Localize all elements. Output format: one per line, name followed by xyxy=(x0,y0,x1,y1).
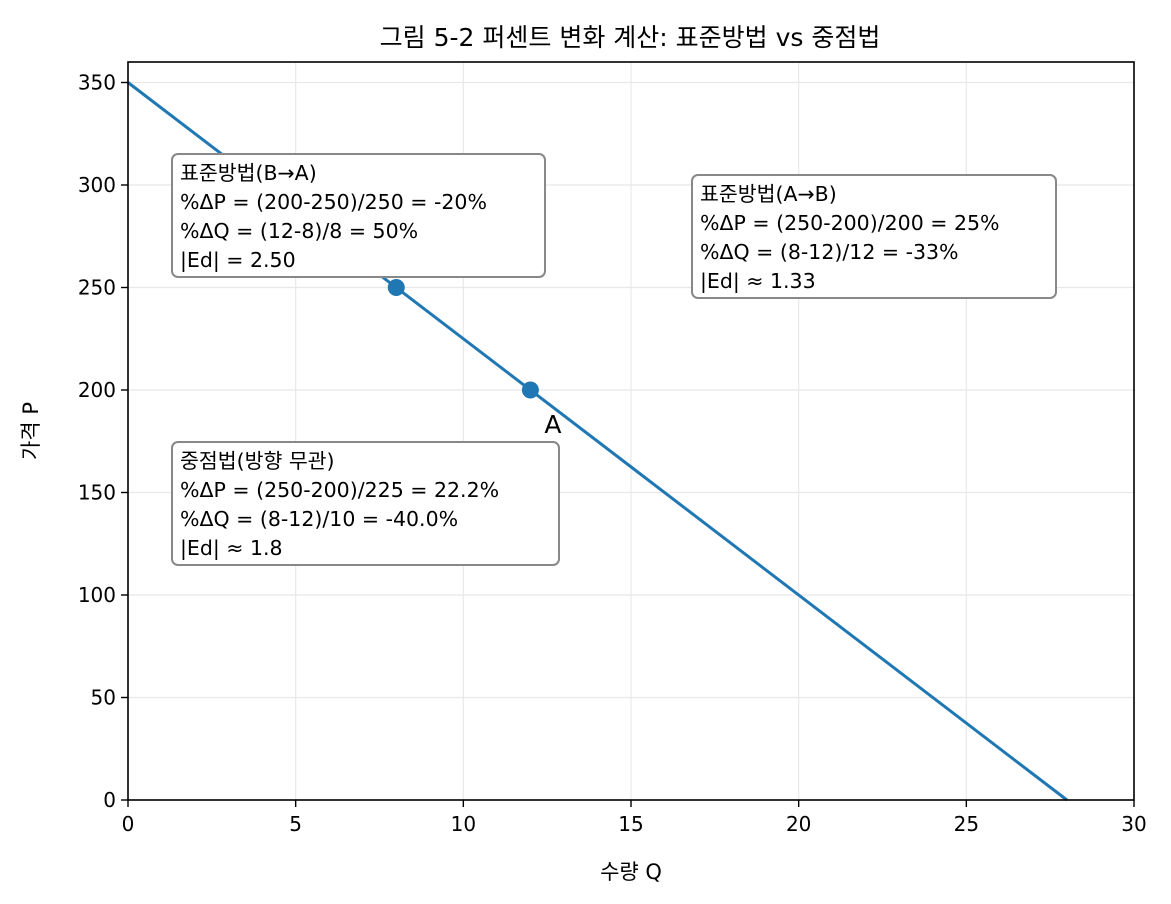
annotation-line: %ΔQ = (12-8)/8 = 50% xyxy=(180,219,418,243)
y-tick-label: 200 xyxy=(78,378,116,402)
annotation-frame xyxy=(171,153,546,278)
x-tick-label: 20 xyxy=(786,812,811,836)
x-axis-label: 수량 Q xyxy=(600,860,662,884)
annotation-line: %ΔQ = (8-12)/10 = -40.0% xyxy=(180,507,458,531)
x-tick-label: 25 xyxy=(954,812,979,836)
annotation-box-standard-b-to-a: 표준방법(B→A) %ΔP = (200-250)/250 = -20% %ΔQ… xyxy=(171,153,546,278)
x-tick-label: 5 xyxy=(289,812,302,836)
annotation-line: |Ed| ≈ 1.33 xyxy=(700,269,816,294)
y-tick-label: 0 xyxy=(103,788,116,812)
y-axis-label: 가격 P xyxy=(19,402,43,460)
y-tick-label: 50 xyxy=(91,686,116,710)
annotation-frame xyxy=(691,174,1057,299)
annotation-box-standard-a-to-b: 표준방법(A→B) %ΔP = (250-200)/200 = 25% %ΔQ … xyxy=(691,174,1057,299)
point-b xyxy=(387,279,405,296)
chart-title: 그림 5-2 퍼센트 변화 계산: 표준방법 vs 중점법 xyxy=(380,23,881,52)
annotation-line: |Ed| = 2.50 xyxy=(180,248,296,273)
annotation-line: 표준방법(A→B) xyxy=(700,182,837,206)
annotation-line: 중점법(방향 무관) xyxy=(180,449,335,473)
point-a xyxy=(521,381,539,399)
annotation-line: %ΔP = (200-250)/250 = -20% xyxy=(180,190,487,214)
annotation-line: %ΔP = (250-200)/225 = 22.2% xyxy=(180,478,499,502)
annotation-line: %ΔP = (250-200)/200 = 25% xyxy=(700,211,1000,235)
y-tick-label: 350 xyxy=(78,71,116,95)
annotation-line: 표준방법(B→A) xyxy=(180,161,317,185)
y-tick-label: 300 xyxy=(78,173,116,197)
x-tick-label: 10 xyxy=(451,812,476,836)
point-label-a: A xyxy=(544,410,561,439)
annotation-line: |Ed| ≈ 1.8 xyxy=(180,536,283,561)
data-points: AB xyxy=(387,251,562,439)
x-tick-label: 15 xyxy=(618,812,643,836)
y-tick-label: 250 xyxy=(78,276,116,300)
x-tick-label: 0 xyxy=(122,812,135,836)
x-tick-label: 30 xyxy=(1121,812,1146,836)
y-tick-label: 150 xyxy=(78,481,116,505)
y-tick-label: 100 xyxy=(78,583,116,607)
annotation-frame xyxy=(171,441,560,566)
annotation-box-midpoint: 중점법(방향 무관) %ΔP = (250-200)/225 = 22.2% %… xyxy=(171,441,560,566)
annotation-line: %ΔQ = (8-12)/12 = -33% xyxy=(700,240,959,264)
